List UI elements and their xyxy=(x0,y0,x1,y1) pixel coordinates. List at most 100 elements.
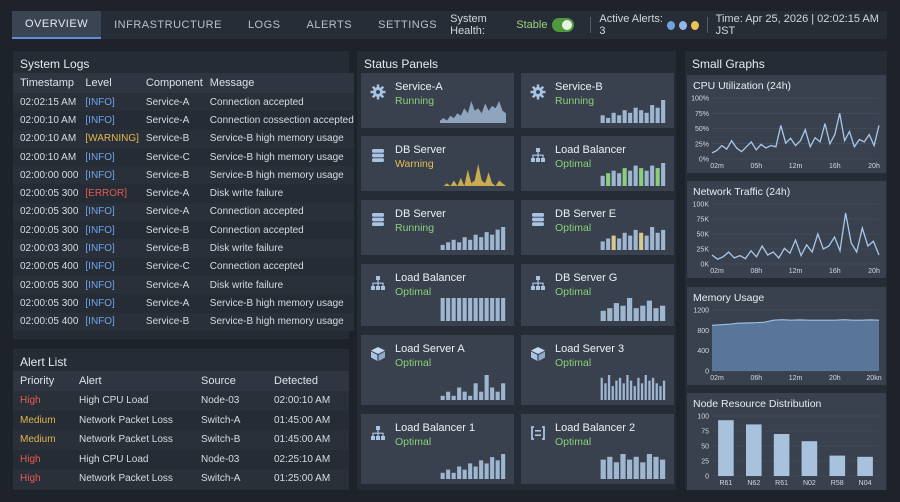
log-row[interactable]: 02:00:05 300 [INFO] Service-B Connection ac… xyxy=(13,221,354,240)
sparkline-bar xyxy=(627,459,633,479)
status-card[interactable]: Load Balancer 2 Optimal xyxy=(521,414,674,484)
column-header[interactable]: Alert xyxy=(72,371,194,391)
alert-row[interactable]: Medium Network Packet Loss Switch-B 01:45:0… xyxy=(13,430,349,450)
y-tick-label: 100K xyxy=(693,202,710,209)
x-tick-label: 20h xyxy=(868,268,880,275)
sparkline-bar xyxy=(446,242,451,250)
sparkline-bar xyxy=(620,454,626,479)
status-card[interactable]: Load Balancer 1 Optimal xyxy=(361,414,514,484)
alert-priority: Medium xyxy=(13,410,72,430)
log-row[interactable]: 02:00:05 300 [INFO] Service-A Disk write fa… xyxy=(13,275,354,295)
status-card[interactable]: Load Balancer Optimal xyxy=(521,136,674,191)
sparkline-bar xyxy=(650,227,655,250)
log-message: Disk write failure xyxy=(202,184,354,203)
log-level: [INFO] xyxy=(78,294,139,313)
log-component: Service-A xyxy=(138,93,203,112)
x-tick-label: 12m xyxy=(789,375,803,382)
log-row[interactable]: 02:00:05 400 [INFO] Service-C Connection ac… xyxy=(13,257,354,276)
log-timestamp: 02:00:05 300 xyxy=(13,184,79,203)
tab-infrastructure[interactable]: INFRASTRUCTURE xyxy=(114,19,222,31)
log-row[interactable]: 02:00:10 AM [WARNING] Service-B Service-B h… xyxy=(13,129,354,148)
status-card[interactable]: DB Server Warning xyxy=(361,136,514,191)
sparkline-bar xyxy=(633,386,636,400)
log-row[interactable]: 02:00:05 300 [ERROR] Service-A Disk write f… xyxy=(13,184,354,203)
sparkline-bar xyxy=(440,244,445,250)
status-card[interactable]: Load Balancer Optimal xyxy=(361,264,514,326)
panel-title: Small Graphs xyxy=(692,57,765,71)
column-header[interactable]: Detected xyxy=(267,371,349,391)
tab-overview[interactable]: OVERVIEW xyxy=(12,11,102,39)
log-row[interactable]: 02:00:10 AM [INFO] Service-C Service-B high… xyxy=(13,147,354,167)
status-card[interactable]: DB Server Running xyxy=(361,200,514,255)
sparkline-bar xyxy=(633,165,638,186)
y-tick-label: 800 xyxy=(697,328,709,335)
column-header[interactable]: Timestamp xyxy=(13,73,79,93)
graph-title: Network Traffic (24h) xyxy=(693,186,791,198)
status-card[interactable]: Load Server 3 Optimal xyxy=(521,335,674,405)
sparkline-bar xyxy=(639,232,644,250)
sparkline-bar xyxy=(484,375,489,400)
column-header[interactable]: Message xyxy=(202,73,354,93)
status-card-name: DB Server E xyxy=(555,208,617,220)
tab-alerts[interactable]: ALERTS xyxy=(306,19,353,31)
graph-svg: 0% 25% 50% 75% 100% 02m 05h 12m 16h 20h xyxy=(691,96,880,171)
sparkline-bar xyxy=(607,375,611,400)
sparkline-bar xyxy=(600,115,605,123)
status-card[interactable]: Service-B Running xyxy=(521,73,674,128)
column-header[interactable]: Priority xyxy=(13,371,72,391)
alert-row[interactable]: High High CPU Load Node-03 02:00:10 AM xyxy=(13,391,349,411)
bar xyxy=(857,456,873,476)
sparkline-bar xyxy=(462,237,467,250)
log-message: Service-B high memory usage xyxy=(202,312,354,331)
log-row[interactable]: 02:00:05 300 [INFO] Service-A Service-B hig… xyxy=(13,294,354,313)
tab-settings[interactable]: SETTINGS xyxy=(378,19,438,31)
log-component: Service-B xyxy=(138,239,203,258)
log-row[interactable]: 02:00:05 300 [INFO] Service-A Connection ac… xyxy=(13,202,354,222)
column-header[interactable]: Level xyxy=(78,73,139,93)
sparkline-bar xyxy=(446,391,451,400)
status-card-status: Optimal xyxy=(555,222,592,234)
sparkline-bar xyxy=(661,229,666,250)
sparkline-bar xyxy=(501,383,506,400)
log-row[interactable]: 02:00:03 300 [INFO] Service-B Disk write fa… xyxy=(13,239,354,258)
log-level: [INFO] xyxy=(78,147,139,167)
log-row[interactable]: 02:00:10 AM [INFO] Service-A Connection cos… xyxy=(13,111,354,130)
log-row[interactable]: 02:02:15 AM [INFO] Service-A Connection acc… xyxy=(13,93,354,112)
sparkline-bar xyxy=(451,298,456,321)
y-tick-label: 0 xyxy=(705,369,709,376)
sparkline-bar xyxy=(440,472,445,479)
status-card[interactable]: DB Server E Optimal xyxy=(521,200,674,255)
status-card[interactable]: DB Server G Optimal xyxy=(521,264,674,326)
status-card[interactable]: Load Server A Optimal xyxy=(361,335,514,405)
x-tick-label: 20h xyxy=(868,163,880,170)
y-tick-label: 50% xyxy=(695,126,709,133)
alert-source: Node-03 xyxy=(194,449,267,469)
log-level: [INFO] xyxy=(78,257,139,276)
y-tick-label: 0% xyxy=(699,157,709,164)
system-health-toggle[interactable] xyxy=(552,18,575,32)
bar xyxy=(718,420,734,476)
graph-title: Memory Usage xyxy=(693,292,765,304)
sparkline-bar xyxy=(655,232,660,250)
log-message: Disk write failure xyxy=(202,275,354,295)
x-tick-label: 05h xyxy=(750,163,762,170)
alert-row[interactable]: High Network Packet Loss Switch-A 01:25:00 … xyxy=(13,469,349,489)
sparkline-bar xyxy=(651,377,655,400)
graph-panel: CPU Utilization (24h) 0% 25% 50% 75% 100% 02m 0… xyxy=(687,75,886,173)
status-card[interactable]: Service-A Running xyxy=(361,73,514,128)
alert-row[interactable]: High High CPU Load Node-03 02:25:10 AM xyxy=(13,449,349,469)
column-header[interactable]: Source xyxy=(194,371,267,391)
sparkline-bar xyxy=(637,377,640,400)
log-row[interactable]: 02:00:05 400 [INFO] Service-B Service-B hig… xyxy=(13,312,354,331)
column-header[interactable]: Component xyxy=(138,73,203,93)
tab-logs[interactable]: LOGS xyxy=(247,19,281,31)
active-alerts[interactable]: Active Alerts: 3 xyxy=(599,13,699,37)
graph-svg: 0 25 50 75 100 R61 N62 R61 N02 R58 N04 xyxy=(697,414,879,487)
alert-row[interactable]: Medium Network Packet Loss Switch-A 01:45:0… xyxy=(13,410,349,430)
log-timestamp: 02:00:10 AM xyxy=(13,111,79,130)
log-level: [INFO] xyxy=(78,93,139,112)
log-message: Connection cossection accepted xyxy=(202,111,354,130)
network-icon xyxy=(531,276,545,290)
log-row[interactable]: 02:00:00 000 [INFO] Service-B Service-B hig… xyxy=(13,166,354,185)
divider xyxy=(590,17,592,33)
